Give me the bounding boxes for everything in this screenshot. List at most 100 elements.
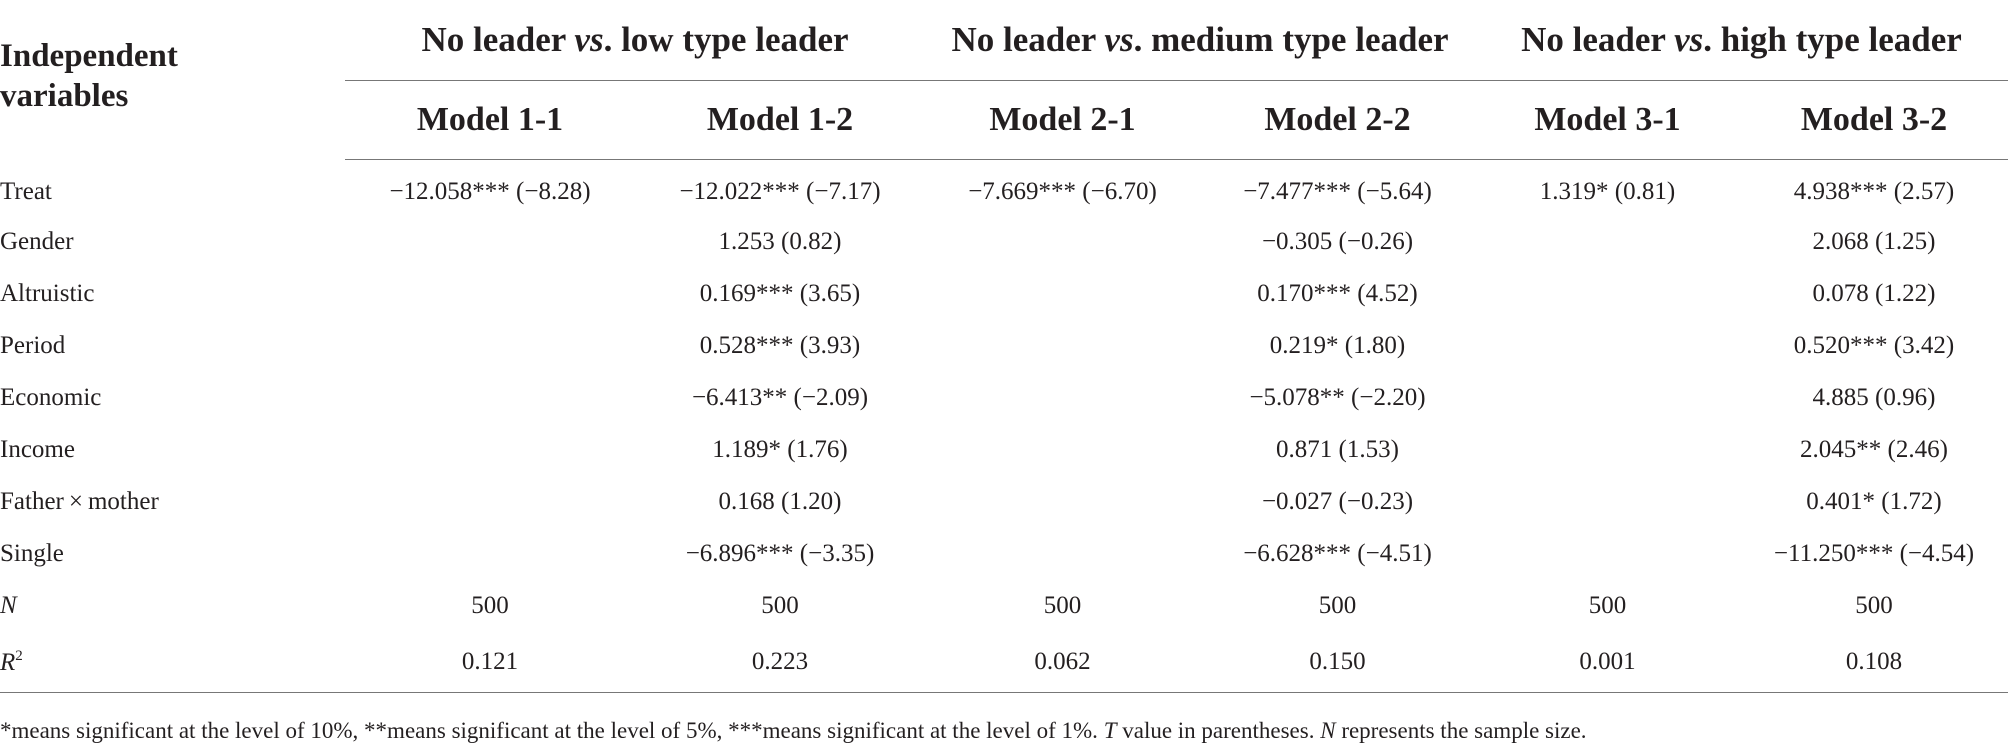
footnote-n: N (1320, 718, 1336, 743)
table-cell (925, 268, 1200, 320)
table-cell (1475, 320, 1740, 372)
table-cell (925, 372, 1200, 424)
row-label: Period (0, 332, 66, 359)
group-header-medium: No leader vs. medium type leader (925, 0, 1475, 81)
table-cell: −0.305 (−0.26) (1261, 228, 1414, 255)
table-cell: −6.628*** (−4.51) (1243, 540, 1432, 567)
row-label: Income (0, 436, 75, 463)
table-cell (925, 320, 1200, 372)
row-label: Father × mother (0, 488, 159, 515)
table-cell: 0.871 (1.53) (1276, 436, 1399, 463)
model-header: Model 3-1 (1475, 80, 1740, 160)
table-cell: 0.520*** (3.42) (1793, 332, 1955, 359)
table-cell: 0.062 (925, 632, 1200, 693)
table-row: Income 1.189* (1.76) 0.871 (1.53) 2.045*… (0, 424, 2008, 476)
table-cell: 0.001 (1475, 632, 1740, 693)
group-pre: No leader (951, 20, 1105, 59)
row-label: Altruistic (0, 280, 95, 307)
group-post: . high type leader (1703, 20, 1962, 59)
table-cell: −6.896*** (−3.35) (685, 540, 875, 567)
model-header: Model 3-2 (1740, 80, 2008, 160)
table-row: Period 0.528*** (3.93) 0.219* (1.80) 0.5… (0, 320, 2008, 372)
table-row: Single −6.896*** (−3.35) −6.628*** (−4.5… (0, 528, 2008, 580)
table-cell: 0.078 (1.22) (1812, 280, 1936, 307)
row-label: N (0, 592, 17, 619)
group-post: . low type leader (603, 20, 849, 59)
sample-size-row: N 500 500 500 500 500 500 (0, 580, 2008, 632)
table-cell: −11.250*** (−4.54) (1773, 540, 1975, 567)
table-cell: 4.938*** (2.57) (1793, 178, 1955, 205)
model-header: Model 2-1 (925, 80, 1200, 160)
row-label: Single (0, 540, 64, 567)
group-header-low: No leader vs. low type leader (345, 0, 925, 81)
footnote-text: represents the sample size. (1335, 718, 1587, 743)
table-footnote: *means significant at the level of 10%, … (0, 718, 1587, 744)
iv-header-line2: variables (0, 78, 129, 114)
footnote-text: value in parentheses. (1116, 718, 1321, 743)
table-cell: 1.189* (1.76) (712, 436, 848, 463)
group-header-row: Independent variables No leader vs. low t… (0, 0, 2008, 114)
table-row: Economic −6.413** (−2.09) −5.078** (−2.2… (0, 372, 2008, 424)
table-cell (345, 424, 635, 476)
table-cell (1475, 372, 1740, 424)
footnote-t: T (1103, 718, 1117, 743)
table-cell: −7.477*** (−5.64) (1243, 178, 1432, 205)
r-squared-row: R2 0.121 0.223 0.062 0.150 0.001 0.108 (0, 632, 2008, 693)
table-cell: 500 (471, 592, 509, 619)
iv-header-line1: Independent (0, 38, 178, 74)
table-cell (1475, 268, 1740, 320)
table-cell (345, 268, 635, 320)
table-cell: 0.121 (345, 632, 635, 693)
table-row: Treat −12.058*** (−8.28) −12.022*** (−7.… (0, 160, 2008, 217)
table-cell (345, 320, 635, 372)
group-pre: No leader (421, 20, 575, 59)
table-cell: 2.068 (1.25) (1812, 228, 1936, 255)
table-cell: −12.058*** (−8.28) (389, 178, 591, 205)
group-post: . medium type leader (1133, 20, 1449, 59)
table-cell: −0.027 (−0.23) (1261, 488, 1414, 515)
table-cell: 500 (1588, 592, 1627, 619)
row-label: Economic (0, 384, 102, 411)
table-cell (925, 216, 1200, 268)
row-label: Treat (0, 177, 52, 205)
table-cell: −6.413** (−2.09) (691, 384, 869, 411)
table-cell (1475, 528, 1740, 580)
footnote-text: *means significant at the level of 10%, … (0, 718, 1104, 743)
group-vs: vs (1104, 20, 1134, 59)
table-cell (345, 528, 635, 580)
row-label: R2 (0, 632, 345, 693)
table-cell: 0.223 (635, 632, 925, 693)
table-cell (1475, 216, 1740, 268)
table-cell: 500 (1043, 592, 1082, 619)
group-vs: vs (574, 20, 604, 59)
table-cell: 0.168 (1.20) (718, 488, 842, 515)
group-vs: vs (1674, 20, 1704, 59)
model-header: Model 2-2 (1200, 80, 1475, 160)
table-row: Altruistic 0.169*** (3.65) 0.170*** (4.5… (0, 268, 2008, 320)
model-header: Model 1-1 (345, 80, 635, 160)
table-cell: −12.022*** (−7.17) (679, 178, 881, 205)
table-cell: 4.885 (0.96) (1812, 384, 1936, 411)
table-cell (345, 372, 635, 424)
r2-superscript: 2 (15, 647, 23, 664)
table-cell: 500 (761, 592, 799, 619)
group-pre: No leader (1521, 20, 1675, 59)
table-cell: 0.219* (1.80) (1269, 332, 1406, 359)
independent-variables-header: Independent variables (0, 0, 345, 160)
table-cell (345, 476, 635, 528)
group-header-high: No leader vs. high type leader (1475, 0, 2008, 81)
table-cell: 2.045** (2.46) (1800, 436, 1948, 463)
table-cell: 1.253 (0.82) (718, 228, 842, 255)
row-label: Gender (0, 228, 74, 255)
model-header-row: Model 1-1 Model 1-2 Model 2-1 Model 2-2 … (0, 80, 2008, 160)
table-cell: −7.669*** (−6.70) (968, 178, 1157, 205)
regression-table: Independent variables No leader vs. low t… (0, 0, 2008, 693)
table-cell: 500 (1318, 592, 1357, 619)
table-cell (925, 476, 1200, 528)
table-cell: 1.319* (0.81) (1539, 178, 1676, 205)
table-cell: 0.169*** (3.65) (699, 280, 861, 307)
table-cell: 0.108 (1740, 632, 2008, 693)
table-cell: 0.528*** (3.93) (699, 332, 861, 359)
model-header: Model 1-2 (635, 80, 925, 160)
table-cell: 500 (1855, 592, 1893, 619)
